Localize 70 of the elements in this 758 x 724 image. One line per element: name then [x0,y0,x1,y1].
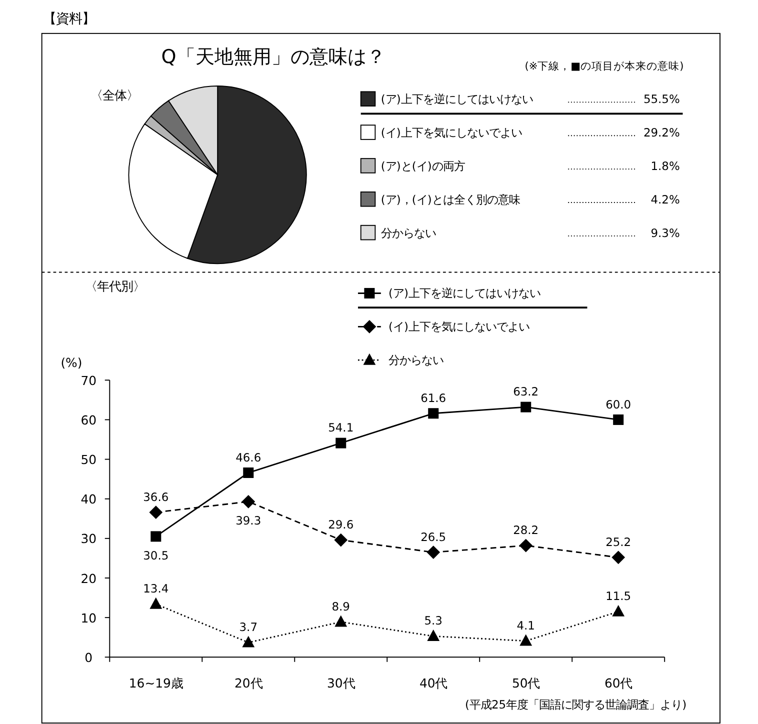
data-label: 1.8% [650,159,680,174]
data-label: 55.5% [643,92,680,106]
legend-label: (イ)上下を気にしないでよい [388,319,530,334]
y-tick-label: 30 [80,531,97,546]
x-tick-label: 20代 [234,676,262,691]
data-label: 29.6 [328,518,354,532]
y-tick-label: 40 [80,492,97,507]
point [613,414,624,425]
data-label: 3.7 [239,620,258,634]
point [520,634,532,646]
chart-subtitle: 〈全体〉 [90,87,139,102]
legend-label: (ア)上下を逆にしてはいけない [388,286,540,300]
point [149,506,163,519]
legend-label: (ア)と(イ)の両方 [380,159,465,174]
data-label: 54.1 [328,420,354,435]
chart-subtitle: 〈年代別〉 [84,278,145,294]
point [428,408,439,419]
data-label: 4.1 [516,618,535,632]
data-label: 61.6 [420,390,446,405]
point [150,531,162,542]
data-label: 5.3 [424,614,442,628]
text: (※下線，■の項目が本来の意味) [524,60,684,73]
y-axis-title: (%) [60,354,82,370]
point [612,604,625,616]
point [334,533,348,547]
point [612,550,626,564]
point [334,615,348,627]
data-label: 9.3% [650,226,680,240]
y-tick-label: 50 [80,452,97,468]
legend-label: (イ)上下を気にしないでよい [380,126,522,140]
legend-label: (ア)，(イ)とは全く別の意味 [380,192,520,206]
x-tick-label: 60代 [604,676,632,691]
x-tick-label: 40代 [419,676,448,691]
point [242,494,256,508]
data-label: 63.2 [513,384,539,399]
data-label: 13.4 [143,582,169,596]
data-label: 46.6 [236,450,262,464]
legend-label: 分からない [380,226,436,240]
x-tick-label: 16~19歳 [128,676,183,691]
data-label: 28.2 [513,523,539,538]
point [243,467,254,478]
data-label: 11.5 [606,589,632,604]
data-label: 4.2% [650,192,680,206]
y-tick-label: 10 [80,610,97,626]
data-label: 26.5 [420,530,446,544]
text: 【資料】 [42,12,95,27]
point [336,438,346,448]
point [242,636,255,648]
text: (平成25年度「国語に関する世論調査」より) [465,698,687,712]
y-tick-label: 70 [80,372,97,388]
point [520,402,532,412]
point [519,538,533,552]
point [427,629,440,641]
chart-title: Q「天地無用」の意味は？ [161,45,386,68]
data-label: 36.6 [143,490,169,504]
data-label: 29.2% [643,126,680,140]
x-tick-label: 30代 [326,676,355,691]
data-label: 30.5 [143,548,169,562]
point [150,597,162,609]
y-tick-label: 60 [80,412,97,428]
legend-label: 分からない [388,352,444,367]
point [426,546,440,559]
y-tick-label: 20 [80,570,97,586]
legend-label: (ア)上下を逆にしてはいけない [380,92,533,106]
data-label: 39.3 [236,514,262,528]
data-label: 25.2 [606,534,632,549]
y-tick-label: 0 [84,650,93,665]
data-label: 8.9 [332,599,350,614]
data-label: 60.0 [606,397,632,412]
x-tick-label: 50代 [512,676,540,691]
